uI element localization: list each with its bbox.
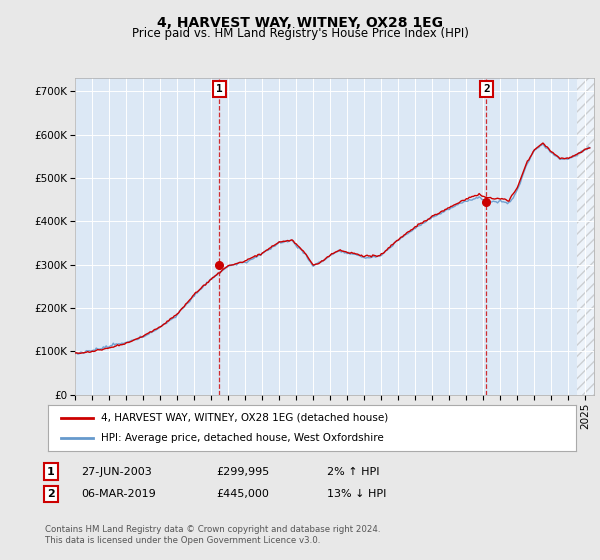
Text: 27-JUN-2003: 27-JUN-2003 [81,466,152,477]
Text: 4, HARVEST WAY, WITNEY, OX28 1EG: 4, HARVEST WAY, WITNEY, OX28 1EG [157,16,443,30]
Bar [577,78,594,395]
Text: 2: 2 [483,84,490,94]
Text: 2% ↑ HPI: 2% ↑ HPI [327,466,380,477]
Text: HPI: Average price, detached house, West Oxfordshire: HPI: Average price, detached house, West… [101,433,383,443]
Text: 4, HARVEST WAY, WITNEY, OX28 1EG (detached house): 4, HARVEST WAY, WITNEY, OX28 1EG (detach… [101,413,388,423]
Text: 13% ↓ HPI: 13% ↓ HPI [327,489,386,499]
Text: 1: 1 [47,466,55,477]
Text: Price paid vs. HM Land Registry's House Price Index (HPI): Price paid vs. HM Land Registry's House … [131,27,469,40]
Text: Contains HM Land Registry data © Crown copyright and database right 2024.
This d: Contains HM Land Registry data © Crown c… [45,525,380,545]
Text: £445,000: £445,000 [216,489,269,499]
Text: £299,995: £299,995 [216,466,269,477]
Text: 1: 1 [216,84,223,94]
Text: 06-MAR-2019: 06-MAR-2019 [81,489,156,499]
Text: 2: 2 [47,489,55,499]
